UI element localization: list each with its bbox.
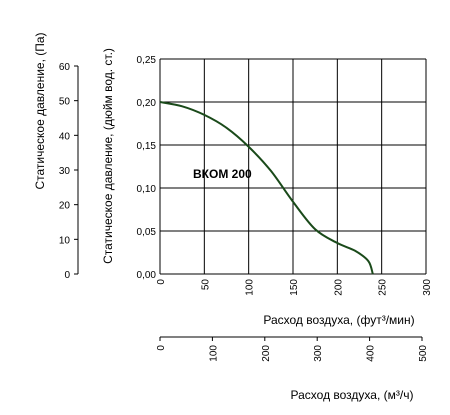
y-pa-tick-label: 10 (59, 235, 71, 246)
y-pa-tick-label: 20 (59, 201, 71, 212)
x-cfm-tick-label: 0 (156, 279, 167, 285)
x-m3h-tick-label: 0 (156, 345, 167, 351)
y-pa-tick-label: 60 (59, 62, 71, 73)
y-axis-pa: 0 10 20 30 40 50 60 (59, 62, 79, 281)
y-inwg-tick-label: 0,10 (137, 184, 157, 195)
plot-grid (159, 58, 427, 275)
y-axis-inwg-label: Статическое давление, (дюйм вод. ст.) (101, 48, 115, 264)
x-m3h-tick-label: 400 (366, 345, 377, 362)
y-pa-tick-label: 40 (59, 131, 71, 142)
x-m3h-tick-label: 100 (208, 345, 219, 362)
series-line-vkom-200 (159, 101, 374, 275)
x-m3h-tick-label: 500 (418, 345, 429, 362)
x-cfm-tick-label: 100 (245, 279, 256, 296)
x-axis-cfm-label: Расход воздуха, (фут³/мин) (263, 313, 414, 327)
x-axis-cfm: 0 50 100 150 200 250 300 (156, 279, 433, 296)
y-inwg-tick-label: 0,00 (137, 270, 157, 281)
y-pa-tick-label: 0 (64, 270, 70, 281)
x-cfm-tick-label: 200 (333, 279, 344, 296)
x-cfm-tick-label: 150 (289, 279, 300, 296)
x-axis-m3h-label: Расход воздуха, (м³/ч) (291, 388, 414, 402)
y-axis-pa-label: Статическое давление, (Па) (33, 32, 47, 189)
curve-label: ВКОМ 200 (193, 167, 252, 181)
y-axis-inwg: 0,00 0,05 0,10 0,15 0,20 0,25 (137, 55, 157, 281)
x-cfm-tick-label: 300 (422, 279, 433, 296)
x-cfm-tick-label: 250 (378, 279, 389, 296)
x-m3h-tick-label: 200 (261, 345, 272, 362)
y-pa-tick-label: 30 (59, 166, 71, 177)
x-cfm-tick-label: 50 (200, 279, 211, 291)
x-axis-m3h: 0 100 200 300 400 500 (156, 336, 429, 362)
y-pa-tick-label: 50 (59, 97, 71, 108)
y-inwg-tick-label: 0,25 (137, 55, 157, 66)
x-m3h-tick-label: 300 (313, 345, 324, 362)
y-inwg-tick-label: 0,20 (137, 98, 157, 109)
y-inwg-tick-label: 0,05 (137, 227, 157, 238)
y-inwg-tick-label: 0,15 (137, 141, 157, 152)
